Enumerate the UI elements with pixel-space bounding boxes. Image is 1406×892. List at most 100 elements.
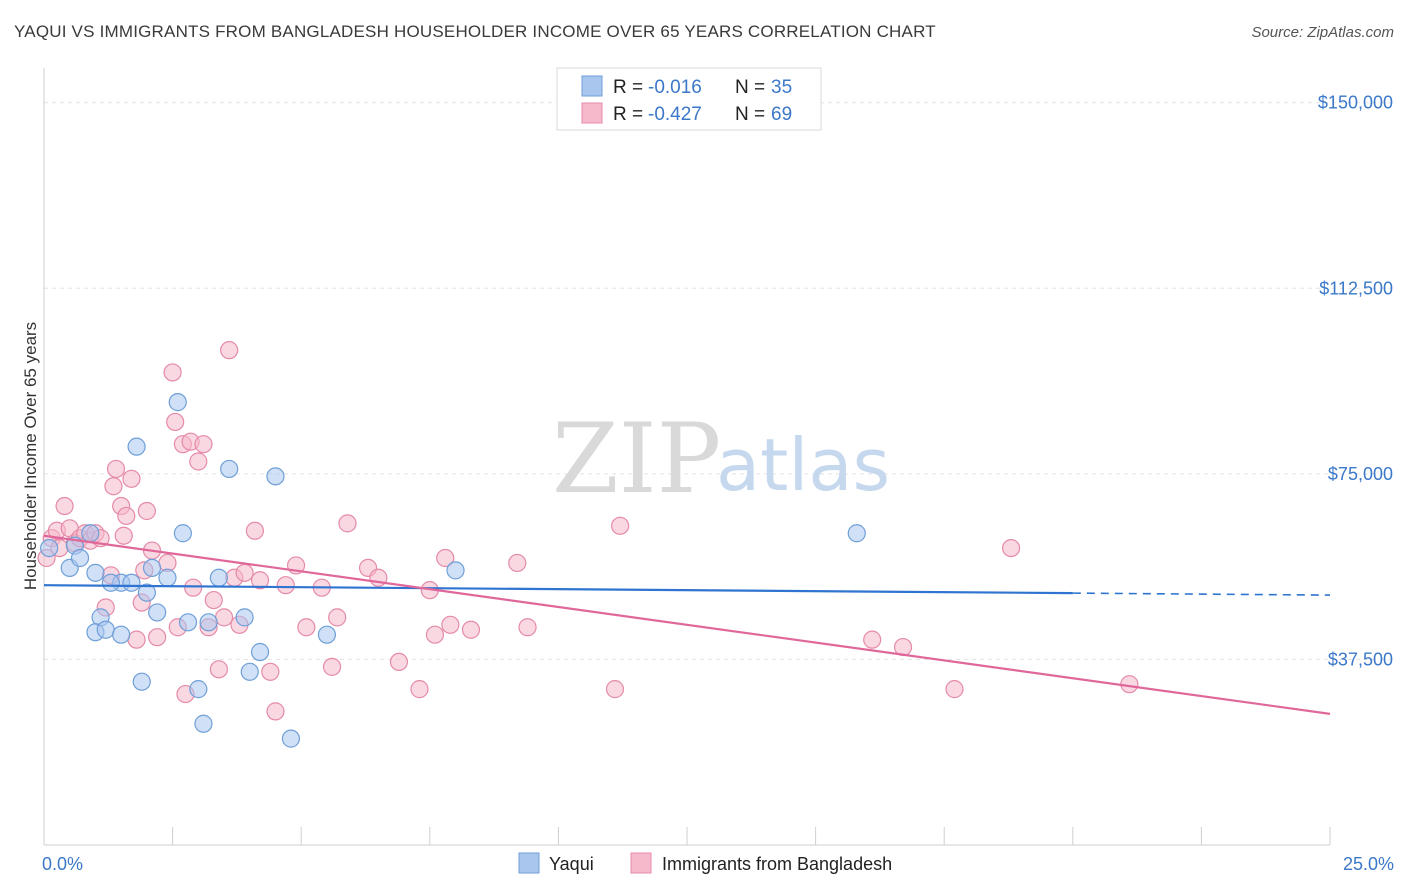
legend-n-value-yaqui: 35 bbox=[771, 77, 792, 98]
point-bangladesh bbox=[220, 341, 239, 360]
point-bangladesh bbox=[163, 363, 182, 382]
point-bangladesh bbox=[276, 576, 295, 595]
point-yaqui bbox=[86, 563, 105, 582]
legend-n-label-yaqui: N = bbox=[735, 77, 765, 98]
series-bangladesh-points bbox=[37, 341, 1139, 721]
point-bangladesh bbox=[508, 553, 527, 573]
point-yaqui bbox=[317, 625, 337, 644]
point-bangladesh bbox=[425, 625, 445, 644]
point-yaqui bbox=[132, 672, 151, 691]
bottom-legend: Yaqui Immigrants from Bangladesh bbox=[518, 852, 892, 874]
point-bangladesh bbox=[410, 680, 429, 699]
bottom-legend-label-bangladesh: Immigrants from Bangladesh bbox=[662, 854, 892, 874]
point-yaqui bbox=[96, 620, 115, 639]
legend-swatch-yaqui bbox=[581, 75, 603, 97]
point-yaqui bbox=[250, 642, 270, 662]
point-bangladesh bbox=[204, 590, 223, 610]
point-bangladesh bbox=[106, 459, 126, 479]
point-yaqui bbox=[137, 583, 156, 602]
point-bangladesh bbox=[245, 521, 265, 540]
point-bangladesh bbox=[441, 615, 460, 634]
point-yaqui bbox=[240, 662, 259, 681]
legend-r-label-yaqui: R = bbox=[613, 77, 643, 98]
legend-r-value-bangladesh: -0.427 bbox=[648, 104, 702, 125]
point-bangladesh bbox=[104, 477, 123, 496]
series-yaqui-points bbox=[40, 393, 866, 748]
axes bbox=[43, 68, 1331, 846]
point-yaqui bbox=[81, 524, 100, 543]
point-yaqui bbox=[194, 714, 213, 733]
point-yaqui bbox=[178, 613, 198, 632]
point-yaqui bbox=[281, 729, 301, 748]
point-bangladesh bbox=[328, 608, 347, 627]
point-bangladesh bbox=[148, 628, 167, 647]
point-yaqui bbox=[168, 393, 187, 412]
trend-line-bangladesh bbox=[43, 534, 1331, 715]
bottom-legend-swatch-bangladesh bbox=[630, 852, 652, 874]
point-yaqui bbox=[173, 524, 192, 543]
point-yaqui bbox=[847, 524, 866, 543]
point-yaqui bbox=[70, 548, 90, 568]
trend-line-yaqui bbox=[43, 584, 1073, 595]
trend-line-yaqui-extension bbox=[1072, 592, 1331, 596]
legend-n-value-bangladesh: 69 bbox=[771, 104, 792, 125]
point-bangladesh bbox=[261, 662, 280, 681]
point-bangladesh bbox=[209, 660, 228, 679]
legend-r-label-bangladesh: R = bbox=[613, 104, 643, 125]
point-bangladesh bbox=[189, 452, 208, 471]
watermark-atlas: atlas bbox=[716, 423, 890, 507]
point-bangladesh bbox=[611, 516, 630, 535]
point-bangladesh bbox=[518, 618, 537, 637]
point-bangladesh bbox=[117, 506, 136, 526]
point-yaqui bbox=[148, 603, 167, 622]
y-tick-label: $37,500 bbox=[1328, 649, 1393, 669]
point-yaqui bbox=[446, 561, 465, 580]
trend-lines bbox=[43, 534, 1331, 715]
bottom-legend-label-yaqui: Yaqui bbox=[549, 854, 594, 874]
point-bangladesh bbox=[55, 496, 74, 516]
point-yaqui bbox=[266, 467, 285, 486]
x-tick-label-min: 0.0% bbox=[42, 854, 83, 874]
x-tick-labels: 0.0% 25.0% bbox=[42, 854, 1394, 874]
point-bangladesh bbox=[235, 563, 254, 582]
point-bangladesh bbox=[266, 702, 285, 721]
point-bangladesh bbox=[1001, 538, 1021, 558]
point-yaqui bbox=[127, 437, 146, 456]
y-tick-label: $75,000 bbox=[1328, 464, 1393, 484]
point-yaqui bbox=[142, 558, 162, 577]
point-bangladesh bbox=[194, 435, 213, 454]
point-bangladesh bbox=[214, 608, 234, 627]
stats-legend: R = -0.016 N = 35 R = -0.427 N = 69 bbox=[556, 67, 822, 131]
point-bangladesh bbox=[605, 680, 625, 699]
point-bangladesh bbox=[863, 630, 882, 649]
point-yaqui bbox=[158, 568, 177, 587]
x-tick-label-max: 25.0% bbox=[1343, 854, 1394, 874]
point-bangladesh bbox=[184, 578, 203, 597]
point-yaqui bbox=[112, 625, 131, 644]
point-bangladesh bbox=[322, 657, 342, 676]
chart-title: YAQUI VS IMMIGRANTS FROM BANGLADESH HOUS… bbox=[14, 22, 936, 41]
point-bangladesh bbox=[122, 469, 141, 488]
point-bangladesh bbox=[436, 548, 455, 568]
point-yaqui bbox=[40, 538, 59, 558]
point-yaqui bbox=[199, 613, 218, 632]
point-bangladesh bbox=[114, 526, 133, 545]
point-yaqui bbox=[235, 608, 254, 627]
point-yaqui bbox=[122, 573, 141, 592]
watermark-zip: ZIP bbox=[552, 403, 721, 515]
source-credit: Source: ZipAtlas.com bbox=[1251, 24, 1394, 41]
point-yaqui bbox=[220, 459, 239, 479]
point-yaqui bbox=[189, 680, 208, 699]
point-bangladesh bbox=[461, 620, 481, 639]
watermark: ZIP atlas bbox=[552, 403, 890, 515]
point-bangladesh bbox=[297, 618, 316, 637]
point-bangladesh bbox=[137, 501, 156, 521]
legend-swatch-bangladesh bbox=[581, 102, 603, 124]
y-tick-label: $112,500 bbox=[1319, 278, 1393, 298]
point-yaqui bbox=[209, 568, 228, 587]
y-axis-label: Householder Income Over 65 years bbox=[21, 322, 40, 590]
point-bangladesh bbox=[338, 514, 357, 533]
point-bangladesh bbox=[166, 412, 185, 432]
point-bangladesh bbox=[250, 571, 270, 590]
